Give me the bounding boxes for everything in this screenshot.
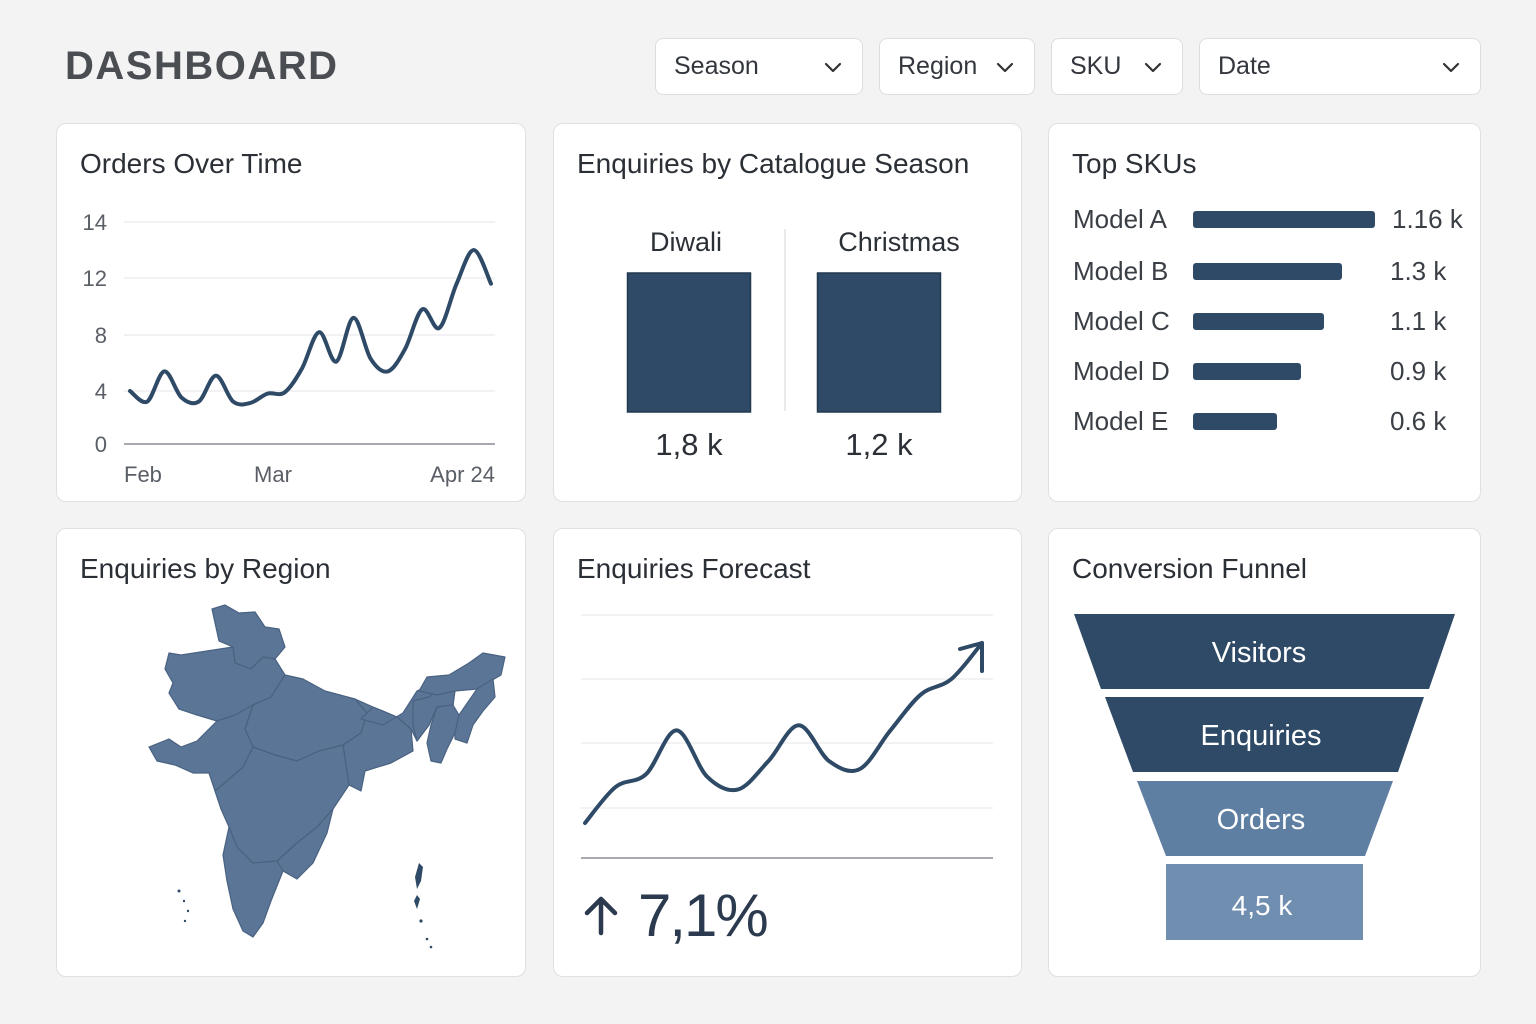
date-filter-dropdown[interactable]: Date xyxy=(1199,38,1481,95)
season-value-label: 1,2 k xyxy=(845,427,913,462)
sku-bar xyxy=(1193,263,1342,280)
y-tick-label: 8 xyxy=(95,323,107,348)
map-island-east-5 xyxy=(429,945,433,949)
chevron-down-icon xyxy=(1442,62,1460,72)
conversion-funnel-chart: Visitors Enquiries Orders 4,5 k xyxy=(1074,614,1455,940)
funnel-label-enquiries: Enquiries xyxy=(1201,720,1322,752)
orders-series-line xyxy=(128,248,493,407)
sku-name-label: Model E xyxy=(1073,406,1169,436)
funnel-label-visitors: Visitors xyxy=(1212,637,1307,669)
y-tick-label: 14 xyxy=(83,210,107,235)
funnel-label-total: 4,5 k xyxy=(1232,890,1294,921)
forecast-line-chart xyxy=(581,614,993,859)
arrow-up-icon xyxy=(584,896,618,936)
card-title: Enquiries Forecast xyxy=(577,553,811,584)
funnel-stage-total xyxy=(1166,864,1363,940)
map-island-west-3 xyxy=(186,909,190,913)
map-island-east-1 xyxy=(415,863,423,889)
season-filter-dropdown[interactable]: Season xyxy=(655,38,863,95)
funnel-label-orders: Orders xyxy=(1217,804,1306,836)
sku-bar xyxy=(1193,413,1277,430)
season-category-label: Diwali xyxy=(650,227,722,257)
season-bar-chart: Diwali 1,8 k Christmas 1,2 k xyxy=(626,227,960,462)
y-tick-label: 4 xyxy=(95,379,107,404)
card-title: Conversion Funnel xyxy=(1072,553,1308,584)
forecast-arrowhead xyxy=(958,641,984,673)
india-region-map xyxy=(148,604,506,949)
sku-filter-dropdown[interactable]: SKU xyxy=(1051,38,1183,95)
map-island-west-2 xyxy=(182,899,186,903)
sku-bar xyxy=(1193,211,1375,228)
forecast-change-value: 7,1% xyxy=(638,882,769,949)
map-island-west-1 xyxy=(177,889,181,893)
x-tick-label: Feb xyxy=(124,462,162,487)
y-tick-label: 0 xyxy=(95,432,107,457)
card-title: Enquiries by Region xyxy=(80,553,331,584)
enquiries-forecast-card: Enquiries Forecast 7,1% xyxy=(553,528,1022,977)
sku-value-label: 0.6 k xyxy=(1390,406,1447,436)
funnel-stage-enquiries xyxy=(1105,697,1424,772)
sku-name-label: Model A xyxy=(1073,204,1167,234)
chevron-down-icon xyxy=(996,62,1014,72)
map-island-east-2 xyxy=(414,895,420,909)
x-tick-label: Apr 24 xyxy=(430,462,495,487)
card-title: Enquiries by Catalogue Season xyxy=(577,148,970,179)
orders-over-time-card: Orders Over Time 0 4 8 12 14 Feb Mar Apr 24 xyxy=(56,123,526,502)
orders-line-chart: 0 4 8 12 14 Feb Mar Apr 24 xyxy=(83,210,495,487)
map-island-east-4 xyxy=(425,937,429,941)
sku-value-label: 1.1 k xyxy=(1390,306,1447,336)
conversion-funnel-card: Conversion Funnel Visitors Enquiries Ord… xyxy=(1048,528,1481,977)
chevron-down-icon xyxy=(1144,62,1162,72)
funnel-stage-orders xyxy=(1137,781,1393,856)
chevron-down-icon xyxy=(824,62,842,72)
card-title: Orders Over Time xyxy=(80,148,303,179)
enquiries-by-season-card: Enquiries by Catalogue Season Diwali 1,8 … xyxy=(553,123,1022,502)
region-filter-label: Region xyxy=(898,52,978,80)
funnel-stage-visitors xyxy=(1074,614,1455,689)
date-filter-label: Date xyxy=(1218,52,1271,80)
sku-value-label: 0.9 k xyxy=(1390,356,1447,386)
map-island-west-4 xyxy=(183,919,187,923)
page-title: DASHBOARD xyxy=(65,44,339,88)
sku-value-label: 1.3 k xyxy=(1390,256,1447,286)
forecast-series-line xyxy=(583,641,984,825)
map-region-northeast-south xyxy=(426,704,460,764)
map-island-east-3 xyxy=(419,919,423,923)
map-region-south xyxy=(222,826,298,938)
sku-name-label: Model C xyxy=(1073,306,1170,336)
y-tick-label: 12 xyxy=(83,266,107,291)
sku-value-label: 1.16 k xyxy=(1392,204,1463,234)
top-skus-card: Top SKUs Model A 1.16 k Model B 1.3 k Model … xyxy=(1048,123,1481,502)
map-region-northeast-east xyxy=(454,678,496,744)
sku-bar xyxy=(1193,363,1301,380)
season-bar xyxy=(816,272,942,413)
season-category-label: Christmas xyxy=(838,227,960,257)
sku-name-label: Model D xyxy=(1073,356,1170,386)
season-value-label: 1,8 k xyxy=(655,427,723,462)
sku-filter-label: SKU xyxy=(1070,52,1122,80)
card-title: Top SKUs xyxy=(1072,148,1197,179)
season-filter-label: Season xyxy=(674,52,759,80)
sku-bar xyxy=(1193,313,1324,330)
region-filter-dropdown[interactable]: Region xyxy=(879,38,1035,95)
enquiries-by-region-card: Enquiries by Region xyxy=(56,528,526,977)
map-region-southeast xyxy=(276,808,334,880)
season-bar xyxy=(626,272,752,413)
sku-name-label: Model B xyxy=(1073,256,1169,286)
x-tick-label: Mar xyxy=(254,462,292,487)
